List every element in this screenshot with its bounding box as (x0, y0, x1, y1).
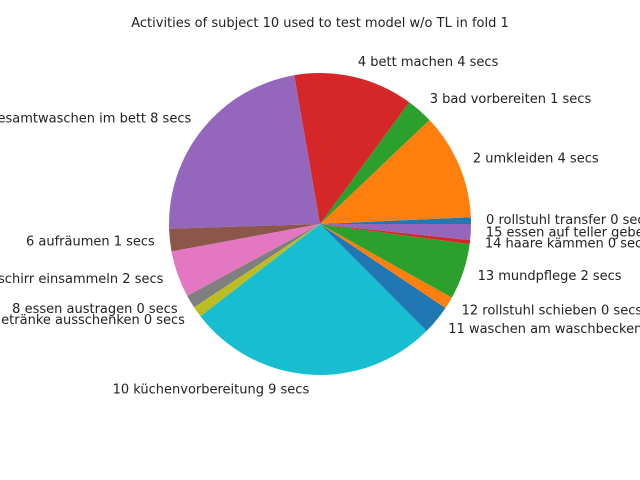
slice-label: 5 gesamtwaschen im bett 8 secs (0, 112, 191, 127)
chart-title: Activities of subject 10 used to test mo… (131, 16, 509, 31)
pie-slice (320, 224, 452, 308)
pie-slice (320, 224, 471, 245)
slice-label: 4 bett machen 4 secs (358, 55, 499, 70)
pie-slice (320, 224, 470, 298)
slice-label: 0 rollstuhl transfer 0 secs (486, 213, 640, 228)
slice-label: 13 mundpflege 2 secs (478, 269, 622, 284)
pie-slice (320, 224, 446, 331)
pie-slice (200, 224, 427, 375)
slice-label: 12 rollstuhl schieben 0 secs (462, 303, 640, 318)
pie-slice (168, 75, 320, 229)
slice-label: 14 haare kämmen 0 secs (485, 236, 640, 251)
slice-label: 15 essen auf teller geben 0 secs (486, 225, 640, 240)
pie-slices (168, 73, 471, 375)
slice-label: 6 aufräumen 1 secs (26, 234, 155, 249)
pie-slice (320, 217, 471, 224)
pie-slice (194, 224, 320, 317)
pie-slice (320, 224, 471, 241)
pie-slice (171, 224, 320, 296)
pie-slice (320, 102, 430, 224)
pie-labels: 0 rollstuhl transfer 0 secs 2 umkleiden 4… (0, 55, 640, 397)
slice-label: 10 küchenvorbereitung 9 secs (113, 382, 310, 397)
slice-label: 8 essen austragen 0 secs (12, 302, 178, 317)
pie-slice (169, 224, 320, 252)
slice-label: 9 getränke ausschenken 0 secs (0, 313, 185, 328)
pie-slice (294, 73, 410, 224)
slice-label: 7 geschirr einsammeln 2 secs (0, 272, 164, 287)
slice-label: 11 waschen am waschbecken 1 secs (448, 322, 640, 337)
pie-slice (187, 224, 320, 308)
slice-label: 3 bad vorbereiten 1 secs (430, 92, 592, 107)
slice-label: 2 umkleiden 4 secs (473, 151, 599, 166)
pie-slice (320, 120, 471, 224)
